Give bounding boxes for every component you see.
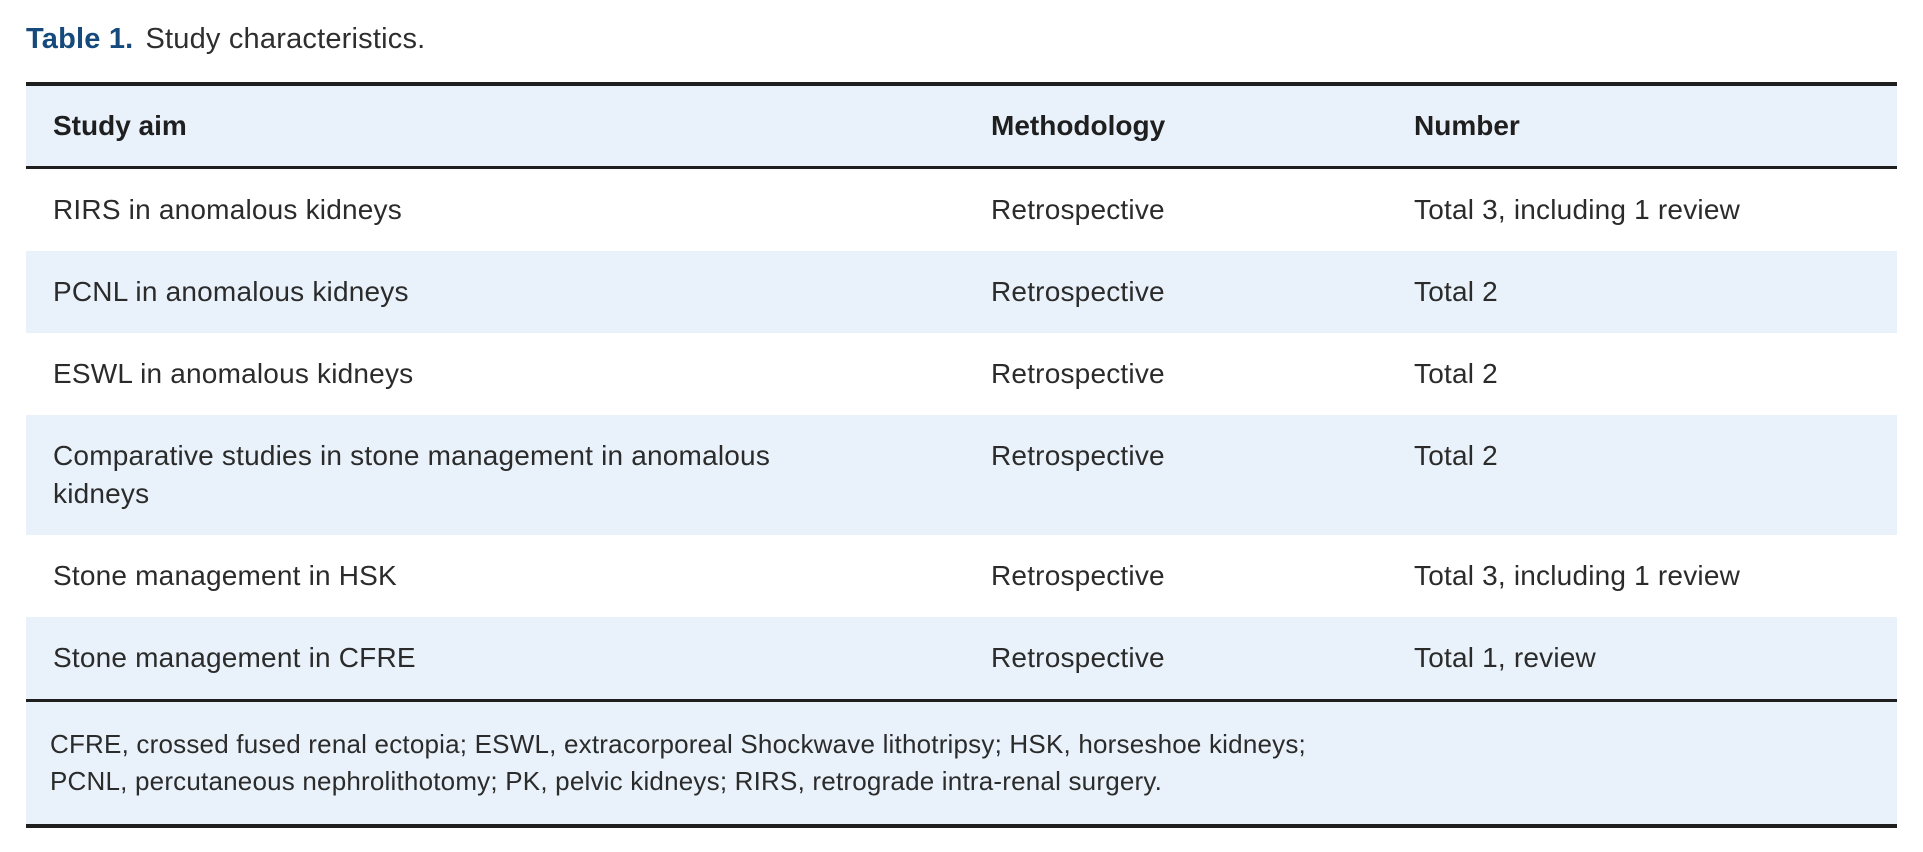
study-characteristics-table: Study aim Methodology Number RIRS in ano… — [26, 86, 1897, 699]
study-aim-text: RIRS in anomalous kidneys — [53, 194, 402, 225]
cell-number: Total 2 — [1414, 276, 1498, 307]
cell-methodology: Retrospective — [991, 194, 1165, 225]
cell-study-aim: RIRS in anomalous kidneys — [26, 168, 991, 252]
study-aim-text: Stone management in HSK — [53, 560, 397, 591]
cell-number: Total 2 — [1414, 358, 1498, 389]
table-row: Stone management in CFRE Retrospective T… — [26, 617, 1897, 699]
study-aim-text: ESWL in anomalous kidneys — [53, 358, 414, 389]
footnote-line: PCNL, percutaneous nephrolithotomy; PK, … — [50, 766, 1163, 796]
column-header-study-aim: Study aim — [53, 110, 187, 141]
study-aim-text: Stone management in CFRE — [53, 642, 416, 673]
table-caption-label: Table 1. — [26, 23, 134, 55]
table-row: RIRS in anomalous kidneys Retrospective … — [26, 168, 1897, 252]
table-caption: Table 1. Study characteristics. — [26, 20, 1897, 58]
column-header-methodology: Methodology — [991, 110, 1166, 141]
footnote-line: CFRE, crossed fused renal ectopia; ESWL,… — [50, 729, 1306, 759]
study-characteristics-table-frame: Study aim Methodology Number RIRS in ano… — [26, 82, 1897, 828]
cell-number: Total 2 — [1414, 440, 1498, 471]
table-row: Stone management in HSK Retrospective To… — [26, 535, 1897, 617]
cell-study-aim: ESWL in anomalous kidneys — [26, 333, 991, 415]
table-header-row: Study aim Methodology Number — [26, 86, 1897, 168]
cell-methodology: Retrospective — [991, 358, 1165, 389]
cell-study-aim: Comparative studies in stone management … — [26, 415, 991, 535]
cell-methodology: Retrospective — [991, 440, 1165, 471]
cell-number: Total 3, including 1 review — [1414, 560, 1741, 591]
study-aim-text: PCNL in anomalous kidneys — [53, 276, 409, 307]
cell-study-aim: Stone management in CFRE — [26, 617, 991, 699]
cell-methodology: Retrospective — [991, 276, 1165, 307]
study-aim-text: Comparative studies in stone management … — [53, 440, 771, 509]
table-row: PCNL in anomalous kidneys Retrospective … — [26, 251, 1897, 333]
table-row: ESWL in anomalous kidneys Retrospective … — [26, 333, 1897, 415]
table-row: Comparative studies in stone management … — [26, 415, 1897, 535]
cell-study-aim: Stone management in HSK — [26, 535, 991, 617]
table-footnote: CFRE, crossed fused renal ectopia; ESWL,… — [26, 699, 1897, 824]
cell-study-aim: PCNL in anomalous kidneys — [26, 251, 991, 333]
cell-number: Total 1, review — [1414, 642, 1596, 673]
cell-number: Total 3, including 1 review — [1414, 194, 1741, 225]
table-caption-text: Study characteristics. — [145, 23, 426, 55]
cell-methodology: Retrospective — [991, 560, 1165, 591]
cell-methodology: Retrospective — [991, 642, 1165, 673]
column-header-number: Number — [1414, 110, 1520, 141]
